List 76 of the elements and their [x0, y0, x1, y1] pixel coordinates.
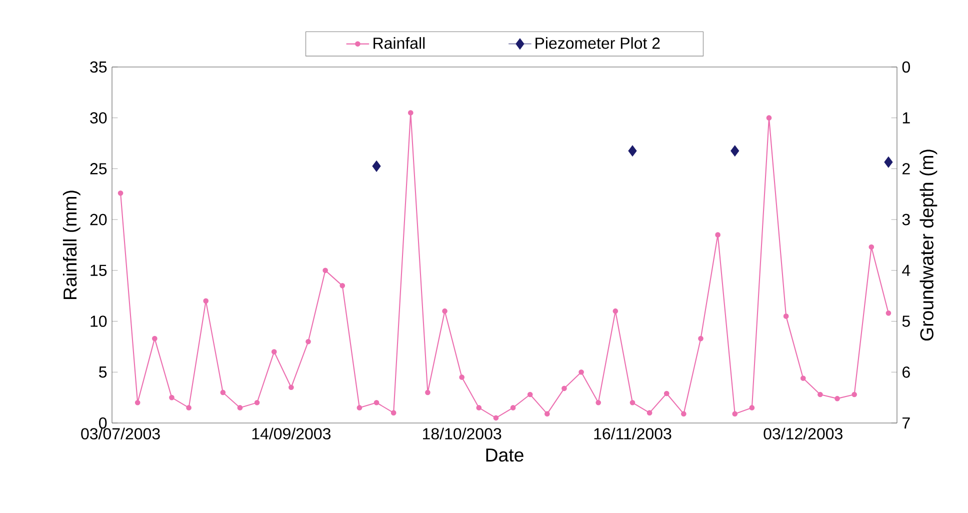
point — [408, 110, 414, 116]
y2-tick-label: 1 — [902, 112, 910, 124]
x-tick-label: 16/11/2003 — [594, 428, 672, 440]
point — [288, 384, 294, 390]
y2-tick-label: 2 — [902, 163, 910, 174]
point — [628, 145, 637, 157]
point — [390, 410, 396, 416]
point — [698, 336, 704, 342]
point — [134, 400, 140, 406]
point — [356, 405, 362, 410]
point — [118, 190, 124, 196]
point — [476, 405, 482, 410]
point — [766, 115, 772, 121]
point — [527, 392, 533, 398]
point — [425, 390, 430, 396]
y2-tick-label: 7 — [902, 417, 910, 428]
point — [562, 386, 567, 392]
point — [186, 405, 192, 410]
point — [374, 400, 380, 406]
point — [783, 314, 789, 319]
point — [459, 374, 465, 380]
x-tick-label: 14/09/2003 — [252, 428, 331, 440]
point — [169, 394, 174, 400]
y-tick-label: 35 — [90, 61, 107, 73]
point — [612, 308, 618, 314]
point — [886, 310, 892, 316]
y2-tick-label: 6 — [902, 366, 910, 378]
point — [578, 369, 584, 375]
point — [237, 405, 243, 410]
point — [646, 410, 652, 416]
x-axis-title: Date — [486, 448, 524, 462]
y2-tick-label: 3 — [902, 214, 910, 226]
y2-tick-label: 5 — [902, 316, 910, 327]
point — [306, 338, 311, 344]
y-axis-title: Rainfall (mm) — [62, 190, 80, 299]
point — [442, 308, 448, 314]
point — [510, 405, 516, 410]
point — [868, 244, 874, 250]
point — [271, 349, 277, 354]
legend-label: Rainfall — [374, 37, 425, 49]
point — [664, 390, 670, 396]
point — [203, 298, 209, 304]
point — [372, 160, 381, 172]
point — [818, 392, 823, 398]
point — [544, 411, 550, 416]
point — [254, 400, 260, 406]
point — [732, 411, 738, 416]
y-tick-label: 5 — [99, 366, 107, 378]
point — [681, 411, 686, 416]
point — [715, 232, 720, 238]
point — [800, 376, 806, 381]
point — [884, 156, 893, 168]
y-tick-label: 15 — [90, 264, 107, 276]
point — [340, 283, 346, 288]
point — [596, 400, 602, 406]
y-tick-label: 0 — [99, 417, 107, 429]
x-tick-label: 03/07/2003 — [81, 428, 160, 440]
point — [852, 392, 857, 398]
point — [749, 405, 755, 410]
x-tick-label: 03/12/2003 — [764, 428, 842, 440]
y-tick-label: 30 — [90, 112, 107, 124]
y2-axis-title: Groundwater depth (m) — [920, 150, 938, 341]
point — [152, 336, 158, 342]
x-tick-label: 18/10/2003 — [423, 428, 502, 440]
legend-label: Piezometer Plot 2 — [536, 37, 660, 49]
y2-tick-label: 0 — [902, 61, 910, 73]
y-tick-label: 10 — [90, 316, 107, 327]
point — [493, 415, 499, 421]
point — [730, 145, 740, 157]
point — [630, 400, 636, 406]
y-tick-label: 20 — [90, 214, 107, 226]
point — [322, 268, 328, 274]
point — [834, 396, 840, 402]
y-tick-label: 25 — [90, 163, 107, 174]
y2-tick-label: 4 — [902, 264, 910, 276]
point — [220, 390, 226, 396]
